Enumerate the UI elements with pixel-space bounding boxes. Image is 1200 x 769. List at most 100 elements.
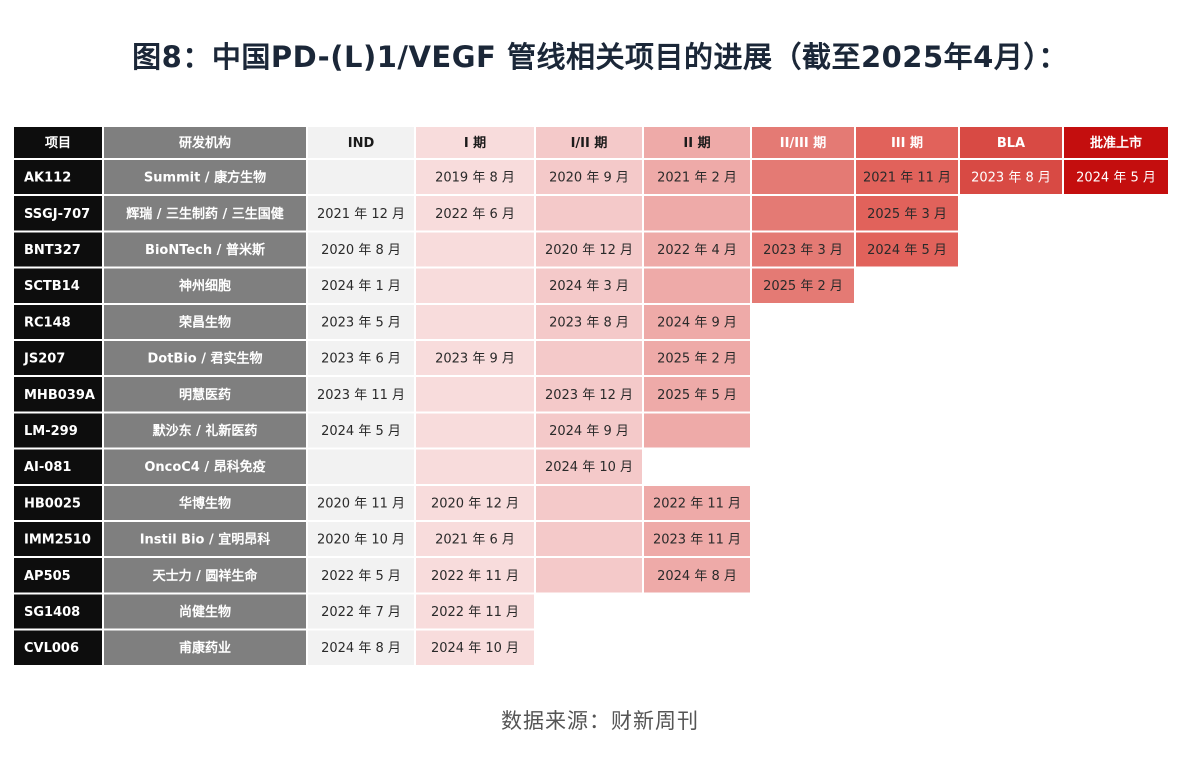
header-label-3: I 期	[464, 136, 486, 151]
stage-cell	[752, 196, 854, 231]
project-name: RC148	[24, 315, 71, 330]
stage-cell	[856, 232, 958, 267]
stage-cell	[308, 268, 414, 303]
stage-date: 2020 年 11 月	[317, 496, 405, 511]
org-cell	[104, 304, 306, 339]
org-name: 荣昌生物	[178, 314, 231, 330]
stage-date: 2023 年 11 月	[653, 533, 741, 548]
stage-cell	[308, 377, 414, 412]
project-name: AK112	[24, 171, 71, 186]
project-name: SSGJ-707	[24, 207, 90, 222]
stage-cell	[416, 304, 534, 339]
project-name: SG1408	[24, 605, 80, 620]
stage-cell	[536, 522, 642, 557]
stage-cell	[536, 377, 642, 412]
stage-cell	[416, 413, 534, 448]
stage-cell	[536, 196, 642, 231]
project-cell	[14, 196, 102, 231]
header-label-1: 研发机构	[179, 135, 231, 151]
stage-cell	[644, 558, 750, 593]
stage-cell	[416, 522, 534, 557]
stage-date: 2025 年 2 月	[657, 352, 737, 367]
stage-cell	[752, 232, 854, 267]
project-name: JS207	[23, 352, 65, 367]
stage-cell	[644, 522, 750, 557]
stage-date: 2024 年 8 月	[321, 641, 401, 656]
header-cell-0	[14, 127, 102, 158]
project-cell	[14, 630, 102, 665]
stage-cell	[644, 377, 750, 412]
stage-date: 2022 年 5 月	[321, 569, 401, 584]
stage-cell	[308, 341, 414, 376]
stage-date: 2023 年 3 月	[763, 243, 843, 258]
stage-cell	[644, 485, 750, 520]
org-cell	[104, 268, 306, 303]
header-cell-2	[308, 127, 414, 158]
stage-date: 2024 年 5 月	[1076, 171, 1156, 186]
stage-cell	[644, 304, 750, 339]
stage-cell	[536, 304, 642, 339]
org-name: 华博生物	[179, 495, 231, 511]
stage-cell	[416, 630, 534, 665]
stage-cell	[536, 558, 642, 593]
stage-cell	[536, 413, 642, 448]
org-cell	[104, 522, 306, 557]
org-cell	[104, 630, 306, 665]
stage-cell	[416, 485, 534, 520]
org-cell	[104, 341, 306, 376]
org-name: Summit / 康方生物	[144, 170, 266, 186]
org-name: 尚健生物	[179, 604, 231, 620]
stage-cell	[308, 449, 414, 484]
stage-cell	[308, 413, 414, 448]
org-name: 默沙东 / 礼新医药	[153, 423, 258, 439]
org-name: 辉瑞 / 三生制药 / 三生国健	[126, 206, 284, 222]
stage-cell	[856, 196, 958, 231]
org-name: DotBio / 君实生物	[147, 351, 262, 367]
stage-cell	[308, 558, 414, 593]
header-label-5: II 期	[683, 136, 710, 151]
header-cell-8	[960, 127, 1062, 158]
org-name: 明慧医药	[179, 387, 231, 403]
org-cell	[104, 558, 306, 593]
stage-cell	[308, 304, 414, 339]
stage-cell	[536, 341, 642, 376]
stage-cell	[536, 268, 642, 303]
stage-cell	[308, 630, 414, 665]
project-name: AI-081	[24, 460, 71, 475]
stage-date: 2025 年 2 月	[763, 279, 843, 294]
stage-date: 2022 年 11 月	[431, 605, 519, 620]
org-cell	[104, 232, 306, 267]
header-cell-1	[104, 127, 306, 158]
stage-cell	[308, 160, 414, 195]
stage-cell	[856, 160, 958, 195]
stage-date: 2020 年 10 月	[317, 533, 405, 548]
stage-date: 2022 年 11 月	[431, 569, 519, 584]
stage-date: 2021 年 2 月	[657, 171, 737, 186]
project-cell	[14, 558, 102, 593]
stage-date: 2025 年 3 月	[867, 207, 947, 222]
stage-date: 2021 年 6 月	[435, 533, 515, 548]
stage-date: 2023 年 8 月	[971, 171, 1051, 186]
stage-date: 2024 年 1 月	[321, 279, 401, 294]
header-cell-5	[644, 127, 750, 158]
stage-date: 2024 年 3 月	[549, 279, 629, 294]
project-cell	[14, 377, 102, 412]
stage-date: 2022 年 7 月	[321, 605, 401, 620]
stage-date: 2020 年 8 月	[321, 243, 401, 258]
stage-cell	[752, 160, 854, 195]
stage-date: 2021 年 12 月	[317, 207, 405, 222]
stage-cell	[644, 196, 750, 231]
org-name: 神州细胞	[179, 278, 231, 294]
project-name: HB0025	[24, 496, 81, 511]
stage-cell	[960, 160, 1062, 195]
org-name: Instil Bio / 宜明昂科	[140, 532, 271, 548]
org-name: 天士力 / 圆祥生命	[153, 568, 259, 584]
org-name: BioNTech / 普米斯	[145, 242, 265, 258]
project-name: SCTB14	[24, 279, 80, 294]
stage-cell	[644, 232, 750, 267]
stage-cell	[1064, 160, 1168, 195]
header-cell-4	[536, 127, 642, 158]
stage-date: 2025 年 5 月	[657, 388, 737, 403]
org-name: 甫康药业	[179, 640, 231, 656]
stage-date: 2024 年 10 月	[431, 641, 519, 656]
